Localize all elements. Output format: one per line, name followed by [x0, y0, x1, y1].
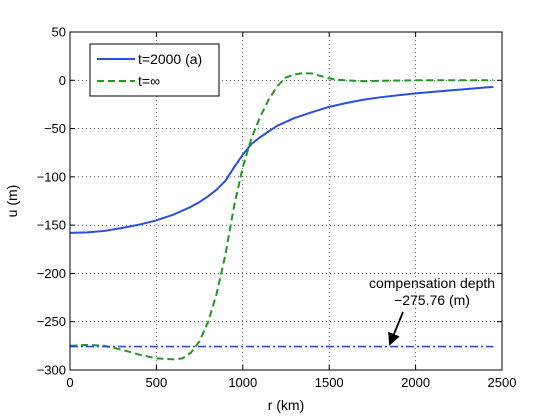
plot-frame: [69, 31, 503, 371]
legend-label: t=2000 (a): [138, 51, 202, 67]
series-line-1: [69, 72, 494, 361]
y-tick-label: 50: [52, 25, 66, 40]
axis-ticks: 0 500 1000 1500 2000 2500500−50−100−150−200−2…: [37, 25, 517, 391]
legend: t=2000 (a) t=∞: [89, 43, 220, 97]
y-tick-label: −250: [37, 314, 66, 329]
annotation-line2: −275.76 (m): [394, 292, 470, 308]
y-tick-label: −150: [37, 218, 66, 233]
y-tick-label: −200: [37, 266, 66, 281]
y-tick-label: −100: [37, 169, 66, 184]
annotation-line1: compensation depth: [369, 275, 495, 291]
series-line-0: [69, 86, 494, 234]
y-tick-label: −300: [37, 363, 66, 378]
x-tick-label: 1500: [315, 375, 344, 390]
x-tick-label: 0: [66, 375, 73, 390]
legend-box: [89, 43, 220, 97]
series-lines: [69, 72, 494, 361]
x-tick-label: 500: [146, 375, 168, 390]
annotations: compensation depth−275.76 (m): [369, 275, 495, 346]
annotation-arrow: [388, 311, 404, 346]
y-tick-label: 0: [59, 73, 66, 88]
x-tick-label: 2000: [401, 375, 430, 390]
x-tick-label: 2500: [488, 375, 517, 390]
y-axis-label: u (m): [4, 185, 20, 218]
x-tick-label: 1000: [228, 375, 257, 390]
y-tick-label: −50: [44, 121, 66, 136]
x-axis-label: r (km): [268, 397, 305, 413]
legend-label: t=∞: [138, 73, 160, 89]
